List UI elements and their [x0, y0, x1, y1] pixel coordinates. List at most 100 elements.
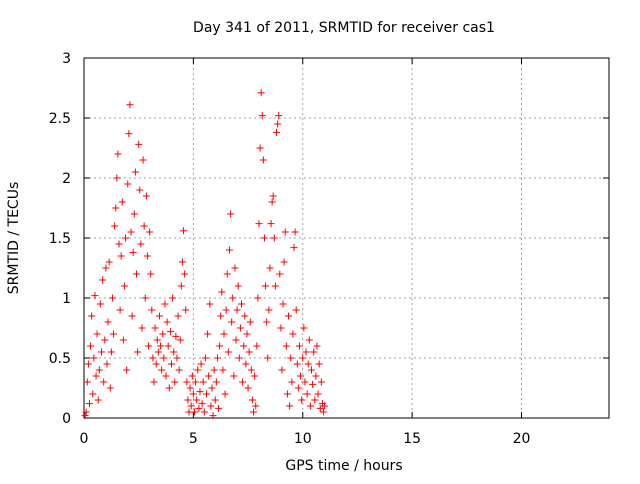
data-point — [122, 234, 130, 242]
data-point — [187, 402, 195, 410]
y-axis-label: SRMTID / TECUs — [6, 182, 22, 295]
data-point — [230, 372, 238, 380]
data-point — [133, 270, 140, 278]
data-point — [215, 404, 223, 412]
data-point — [180, 227, 188, 235]
data-point — [233, 306, 241, 314]
chart-title: Day 341 of 2011, SRMTID for receiver cas… — [193, 20, 495, 36]
data-point — [135, 140, 143, 148]
data-point — [250, 408, 258, 416]
data-point — [136, 186, 144, 194]
data-point — [244, 384, 252, 392]
data-point — [151, 324, 159, 332]
data-point — [295, 342, 303, 350]
data-point — [216, 342, 224, 350]
data-point — [224, 348, 232, 356]
data-point — [153, 336, 161, 344]
data-point — [128, 312, 136, 320]
data-point — [257, 89, 265, 97]
y-tick-label: 1.5 — [49, 231, 71, 247]
data-point — [102, 264, 110, 272]
data-point — [157, 342, 165, 350]
data-point — [236, 324, 244, 332]
data-point — [270, 234, 278, 242]
data-point — [115, 240, 123, 248]
data-point — [160, 354, 168, 362]
data-point — [231, 264, 239, 272]
data-point — [111, 222, 119, 230]
data-point — [206, 300, 214, 308]
y-tick-label: 1 — [62, 291, 71, 307]
data-point — [95, 366, 103, 374]
data-point — [148, 306, 156, 314]
data-point — [120, 282, 128, 290]
data-point — [117, 252, 125, 260]
data-point — [200, 408, 208, 416]
data-point — [297, 372, 305, 380]
data-point — [165, 384, 173, 392]
data-point — [271, 282, 279, 290]
x-axis-label: GPS time / hours — [285, 458, 402, 474]
data-point — [94, 396, 102, 404]
data-point — [205, 372, 213, 380]
data-point — [222, 306, 230, 314]
data-point — [198, 400, 206, 408]
data-point — [300, 324, 308, 332]
data-point — [251, 372, 259, 380]
data-point — [110, 330, 118, 338]
data-point — [283, 390, 291, 398]
data-point — [301, 378, 309, 386]
data-point — [286, 402, 294, 410]
data-point — [266, 264, 274, 272]
data-point — [317, 378, 325, 386]
data-point — [174, 312, 182, 320]
data-point — [142, 192, 150, 200]
data-point — [197, 360, 205, 368]
data-point — [212, 378, 220, 386]
x-tick-label: 10 — [294, 431, 312, 447]
data-point — [225, 246, 233, 254]
data-point — [204, 330, 212, 338]
data-point — [139, 156, 147, 164]
data-point — [192, 378, 200, 386]
data-series-cas1 — [81, 89, 329, 420]
data-point — [217, 312, 225, 320]
data-point — [211, 396, 219, 404]
data-point — [184, 396, 192, 404]
data-point — [194, 366, 202, 374]
y-tick-label: 0.5 — [49, 351, 71, 367]
data-point — [177, 282, 185, 290]
data-point — [155, 312, 163, 320]
data-point — [161, 300, 169, 308]
data-point — [287, 354, 295, 362]
data-point — [158, 366, 166, 374]
data-point — [137, 240, 145, 248]
data-point — [311, 396, 319, 404]
data-point — [235, 354, 243, 362]
data-point — [108, 294, 116, 302]
data-point — [242, 360, 250, 368]
data-point — [289, 330, 297, 338]
data-point — [140, 222, 148, 230]
data-point — [241, 312, 249, 320]
data-point — [291, 228, 299, 236]
data-point — [116, 306, 124, 314]
y-tick-label: 2 — [62, 171, 71, 187]
data-point — [170, 348, 178, 356]
data-point — [125, 130, 133, 138]
data-point — [149, 354, 157, 362]
data-point — [85, 400, 93, 408]
data-point — [248, 396, 256, 404]
data-point — [277, 324, 285, 332]
data-point — [267, 220, 275, 228]
data-point — [146, 228, 154, 236]
data-point — [193, 396, 201, 404]
data-point — [84, 360, 92, 368]
data-point — [138, 324, 146, 332]
data-point — [118, 198, 126, 206]
data-point — [239, 378, 247, 386]
data-point — [308, 366, 315, 374]
data-point — [196, 388, 204, 396]
data-point — [321, 402, 329, 410]
